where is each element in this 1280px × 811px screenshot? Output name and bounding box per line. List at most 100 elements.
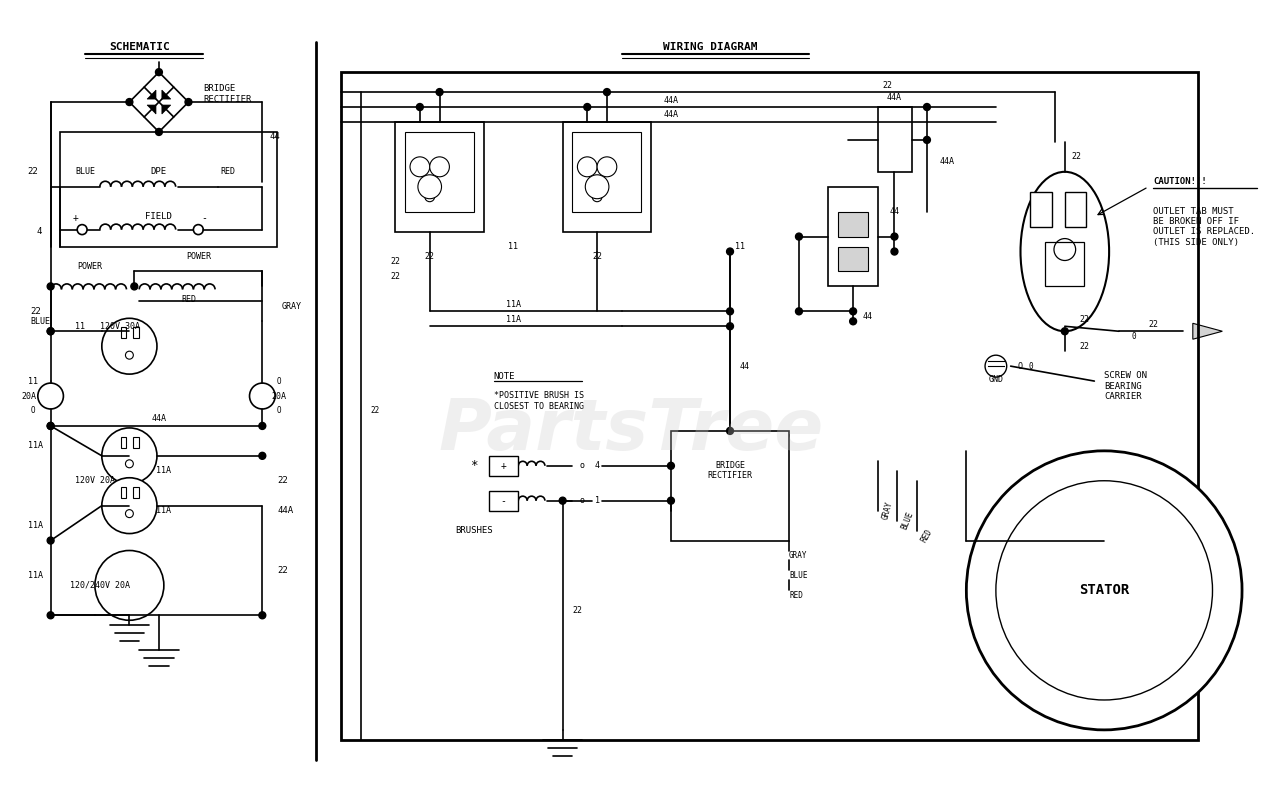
- Text: 22: 22: [572, 606, 582, 615]
- Text: o: o: [580, 461, 585, 470]
- Circle shape: [417, 175, 442, 199]
- Text: 20A: 20A: [271, 392, 287, 401]
- Text: CAUTION!!!: CAUTION!!!: [1153, 178, 1207, 187]
- Bar: [133, 487, 138, 498]
- Circle shape: [727, 427, 733, 435]
- Text: 44A: 44A: [663, 110, 678, 119]
- Polygon shape: [147, 90, 156, 99]
- Text: 22: 22: [371, 406, 380, 415]
- Text: 11A: 11A: [506, 315, 521, 324]
- Bar: [120, 328, 125, 338]
- Circle shape: [102, 478, 157, 534]
- Circle shape: [596, 157, 617, 177]
- Circle shape: [559, 497, 566, 504]
- Text: RED: RED: [919, 527, 934, 544]
- Text: 44: 44: [863, 311, 873, 321]
- Text: BLUE: BLUE: [900, 510, 915, 531]
- Text: 1: 1: [595, 496, 599, 505]
- Circle shape: [850, 308, 856, 315]
- Circle shape: [1053, 238, 1075, 260]
- Bar: [133, 437, 138, 448]
- Text: O: O: [31, 406, 36, 415]
- Circle shape: [47, 423, 54, 429]
- Text: 0: 0: [1132, 332, 1137, 341]
- Text: OUTLET TAB MUST
BE BROKEN OFF IF
OUTLET IS REPLACED.
(THIS SIDE ONLY): OUTLET TAB MUST BE BROKEN OFF IF OUTLET …: [1153, 207, 1256, 247]
- Text: 4: 4: [36, 227, 41, 236]
- Text: 44A: 44A: [663, 96, 678, 105]
- Text: 22: 22: [276, 476, 288, 485]
- Text: 44A: 44A: [887, 92, 902, 101]
- Text: BLUE: BLUE: [788, 571, 808, 580]
- Circle shape: [102, 318, 157, 374]
- Bar: [838, 212, 868, 237]
- Text: BRUSHES: BRUSHES: [456, 526, 493, 535]
- Text: SCHEMATIC: SCHEMATIC: [109, 42, 170, 52]
- Circle shape: [1061, 328, 1069, 335]
- Circle shape: [125, 460, 133, 468]
- Text: +: +: [500, 461, 507, 471]
- Text: o: o: [580, 496, 585, 505]
- Text: BLUE: BLUE: [76, 167, 95, 176]
- Text: BRIDGE
RECTIFIER: BRIDGE RECTIFIER: [708, 461, 753, 480]
- Circle shape: [259, 611, 266, 619]
- Circle shape: [47, 537, 54, 544]
- Circle shape: [102, 428, 157, 483]
- Text: 22: 22: [390, 257, 401, 266]
- Text: 11A: 11A: [28, 521, 44, 530]
- Circle shape: [131, 283, 138, 290]
- Bar: [563, 122, 652, 232]
- Text: WIRING DIAGRAM: WIRING DIAGRAM: [663, 42, 758, 52]
- Circle shape: [593, 191, 602, 202]
- Circle shape: [727, 323, 733, 330]
- Bar: [404, 132, 474, 212]
- Text: 11: 11: [508, 242, 518, 251]
- Text: O: O: [276, 376, 282, 385]
- Circle shape: [259, 453, 266, 459]
- Circle shape: [966, 451, 1242, 730]
- Circle shape: [125, 351, 133, 359]
- Circle shape: [47, 283, 54, 290]
- Text: 44: 44: [740, 362, 750, 371]
- Bar: [878, 107, 913, 172]
- Text: *POSITIVE BRUSH IS
CLOSEST TO BEARING: *POSITIVE BRUSH IS CLOSEST TO BEARING: [494, 392, 584, 410]
- Text: O: O: [276, 406, 282, 415]
- Circle shape: [667, 497, 675, 504]
- Text: 11A: 11A: [28, 441, 44, 450]
- Bar: [120, 437, 125, 448]
- Circle shape: [795, 308, 803, 315]
- Circle shape: [891, 233, 897, 240]
- Circle shape: [186, 99, 192, 105]
- Bar: [828, 187, 878, 286]
- Bar: [1044, 242, 1084, 286]
- Text: 22: 22: [1071, 152, 1082, 161]
- Circle shape: [95, 551, 164, 620]
- Text: GRAY: GRAY: [881, 500, 895, 521]
- Circle shape: [125, 509, 133, 517]
- Text: -: -: [500, 496, 507, 506]
- Text: BRIDGE
RECTIFIER: BRIDGE RECTIFIER: [204, 84, 252, 104]
- Text: NOTE: NOTE: [494, 371, 516, 380]
- Text: 22: 22: [593, 252, 602, 261]
- Text: 44A: 44A: [151, 414, 166, 423]
- Circle shape: [923, 104, 931, 110]
- Text: 22: 22: [276, 566, 288, 575]
- Text: -: -: [201, 212, 207, 223]
- Circle shape: [425, 191, 435, 202]
- Text: STATOR: STATOR: [1079, 583, 1129, 598]
- Circle shape: [47, 423, 54, 429]
- Text: 44: 44: [269, 132, 280, 141]
- Bar: [60, 132, 276, 247]
- Text: 22: 22: [28, 167, 38, 176]
- Text: 11A: 11A: [156, 506, 172, 515]
- Text: RED: RED: [788, 591, 803, 600]
- Text: DPE: DPE: [151, 167, 166, 176]
- Circle shape: [585, 175, 609, 199]
- Text: 120V 30A: 120V 30A: [100, 322, 140, 331]
- Text: 22: 22: [1079, 315, 1089, 324]
- Circle shape: [986, 355, 1006, 377]
- Circle shape: [47, 328, 54, 335]
- Circle shape: [850, 318, 856, 324]
- Text: 20A: 20A: [22, 392, 36, 401]
- Text: POWER: POWER: [78, 262, 102, 271]
- Circle shape: [47, 328, 54, 335]
